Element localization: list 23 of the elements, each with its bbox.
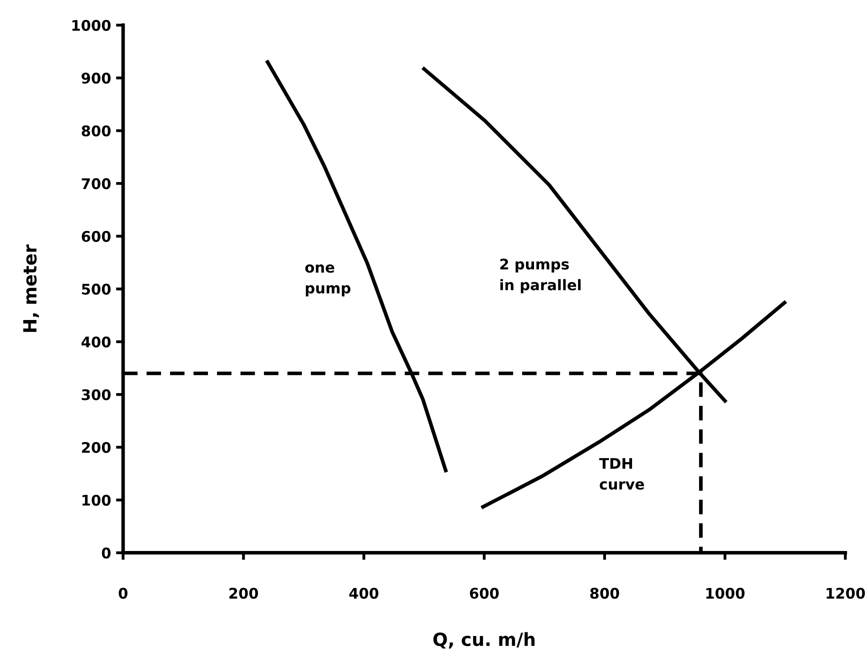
x-tick-label: 600	[470, 588, 499, 599]
y-axis-title: H, meter	[23, 244, 39, 332]
y-tick-label: 0	[102, 547, 111, 559]
x-tick-label: 400	[349, 588, 378, 599]
x-tick-label: 1200	[826, 588, 865, 599]
y-tick-label: 500	[82, 284, 111, 295]
series-label: one pump	[305, 264, 350, 296]
y-tick-label: 200	[82, 442, 111, 453]
y-tick-label: 100	[82, 494, 111, 506]
x-tick-label: 1000	[706, 588, 745, 599]
y-tick-label: 400	[82, 336, 111, 348]
y-tick-label: 800	[82, 125, 111, 136]
series-label: TDH curve	[599, 458, 644, 490]
y-tick-label: 900	[82, 72, 111, 84]
x-tick-label: 200	[229, 588, 258, 599]
series-label: 2 pumps in parallel	[500, 258, 581, 294]
y-tick-label: 600	[82, 230, 111, 242]
x-axis-title: Q, cu. m/h	[433, 632, 535, 649]
x-tick-label: 0	[118, 588, 128, 599]
y-tick-label: 300	[82, 389, 111, 400]
x-tick-label: 800	[590, 588, 620, 599]
y-tick-label: 700	[82, 178, 111, 190]
y-tick-label: 1000	[72, 20, 111, 31]
